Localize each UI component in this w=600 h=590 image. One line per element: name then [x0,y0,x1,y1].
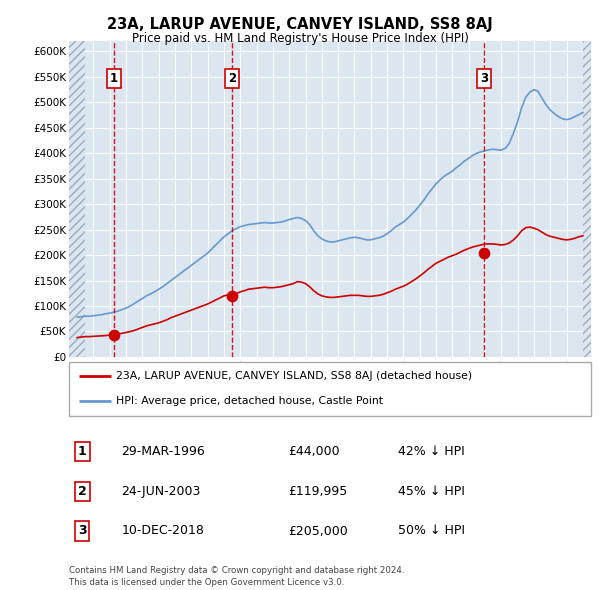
FancyBboxPatch shape [69,362,591,416]
Text: £119,995: £119,995 [288,484,347,498]
Text: 3: 3 [78,525,86,537]
Text: 1: 1 [110,72,118,85]
Text: £205,000: £205,000 [288,525,348,537]
Text: £44,000: £44,000 [288,445,340,458]
Text: 24-JUN-2003: 24-JUN-2003 [121,484,200,498]
Text: HPI: Average price, detached house, Castle Point: HPI: Average price, detached house, Cast… [116,396,383,407]
Bar [583,41,591,357]
Text: 45% ↓ HPI: 45% ↓ HPI [398,484,465,498]
Text: Price paid vs. HM Land Registry's House Price Index (HPI): Price paid vs. HM Land Registry's House … [131,32,469,45]
Text: 10-DEC-2018: 10-DEC-2018 [121,525,204,537]
Text: 1: 1 [77,445,86,458]
Bar [69,41,85,357]
Text: 42% ↓ HPI: 42% ↓ HPI [398,445,464,458]
Text: 3: 3 [480,72,488,85]
Text: 2: 2 [228,72,236,85]
Text: 2: 2 [77,484,86,498]
Point [109,330,118,339]
Text: 29-MAR-1996: 29-MAR-1996 [121,445,205,458]
Text: Contains HM Land Registry data © Crown copyright and database right 2024.
This d: Contains HM Land Registry data © Crown c… [69,566,404,587]
Text: 50% ↓ HPI: 50% ↓ HPI [398,525,465,537]
Text: 23A, LARUP AVENUE, CANVEY ISLAND, SS8 8AJ: 23A, LARUP AVENUE, CANVEY ISLAND, SS8 8A… [107,17,493,31]
Point [479,248,489,257]
Text: 23A, LARUP AVENUE, CANVEY ISLAND, SS8 8AJ (detached house): 23A, LARUP AVENUE, CANVEY ISLAND, SS8 8A… [116,371,472,381]
Point [227,291,236,300]
